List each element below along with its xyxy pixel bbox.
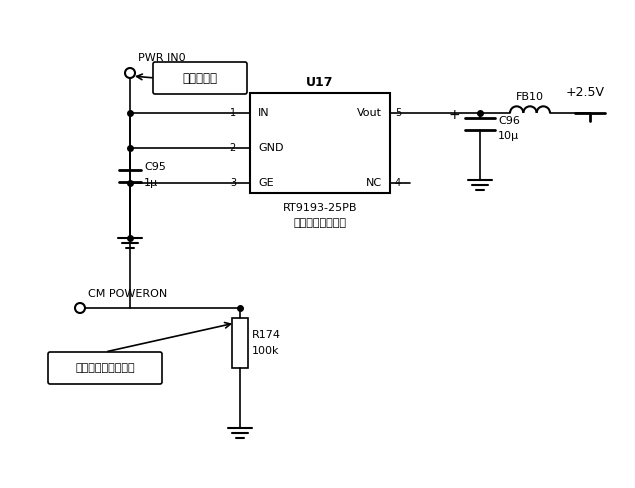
Text: 1: 1: [230, 108, 236, 118]
Text: C96: C96: [498, 116, 520, 126]
Text: 电源供电端: 电源供电端: [182, 72, 218, 84]
Text: 摄像头电源控制信号: 摄像头电源控制信号: [75, 363, 135, 373]
Text: NC: NC: [366, 178, 382, 188]
Text: 3: 3: [230, 178, 236, 188]
Bar: [250, 93, 390, 193]
Text: IN: IN: [258, 108, 270, 118]
Text: Vout: Vout: [357, 108, 382, 118]
Text: 100k: 100k: [252, 346, 279, 356]
Text: PWR IN0: PWR IN0: [138, 53, 185, 63]
Text: CM POWERON: CM POWERON: [88, 289, 167, 299]
Text: GE: GE: [258, 178, 274, 188]
Text: 1μ: 1μ: [144, 179, 158, 188]
Text: FB10: FB10: [516, 92, 544, 102]
Text: +2.5V: +2.5V: [566, 86, 605, 100]
Text: 5: 5: [395, 108, 401, 118]
Text: 稳压控制集成电路: 稳压控制集成电路: [293, 218, 347, 228]
Bar: [232, 318, 248, 368]
FancyBboxPatch shape: [48, 352, 162, 384]
Text: U17: U17: [306, 77, 334, 89]
FancyBboxPatch shape: [153, 62, 247, 94]
Text: +: +: [448, 108, 460, 122]
Text: RT9193-25PB: RT9193-25PB: [283, 203, 358, 213]
Text: GND: GND: [258, 143, 283, 153]
Text: 2: 2: [230, 143, 236, 153]
Text: 10μ: 10μ: [498, 131, 519, 141]
Text: R174: R174: [252, 330, 281, 340]
Text: 4: 4: [395, 178, 401, 188]
Text: C95: C95: [144, 163, 166, 172]
